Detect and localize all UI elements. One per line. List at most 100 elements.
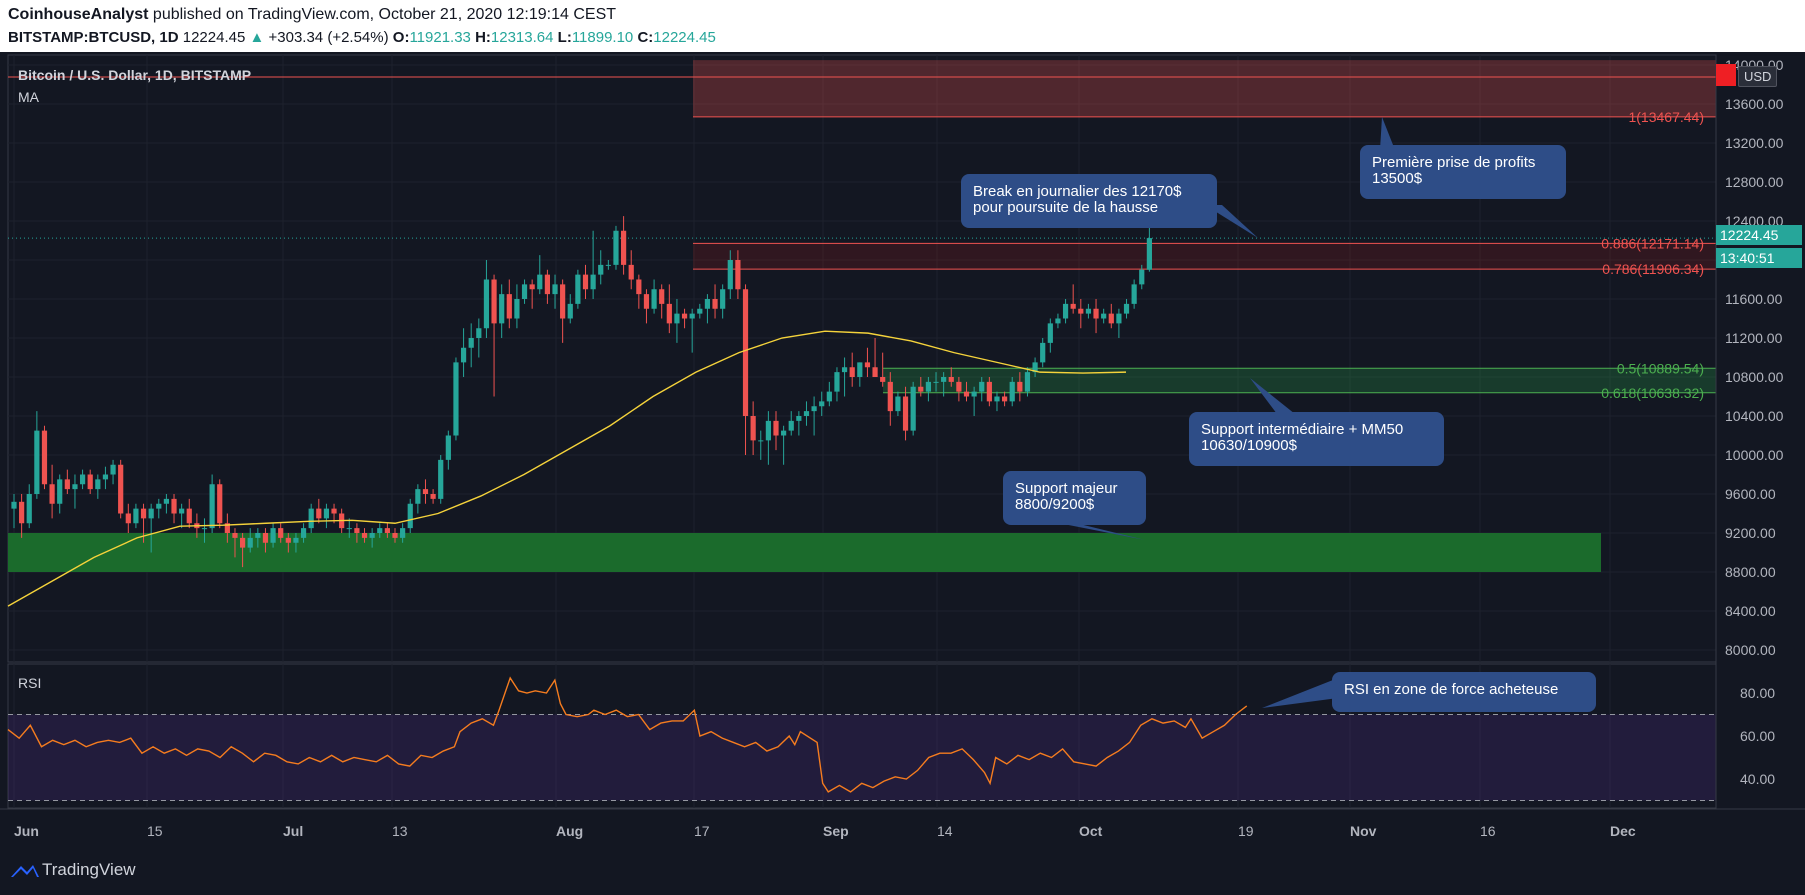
candle-body bbox=[34, 430, 40, 494]
low-label: L: bbox=[557, 29, 572, 46]
candle-body bbox=[1009, 381, 1015, 402]
candle-body bbox=[659, 289, 665, 304]
candle-body bbox=[781, 430, 787, 436]
currency-badge[interactable]: USD bbox=[1738, 66, 1778, 87]
candle-body bbox=[1101, 313, 1107, 319]
candle-body bbox=[87, 474, 93, 490]
symbol-label: BITSTAMP:BTCUSD, 1D bbox=[8, 29, 179, 46]
candle-body bbox=[613, 230, 619, 265]
fib-zone bbox=[693, 243, 1716, 270]
published-text: published on TradingView.com, October 21… bbox=[152, 6, 617, 23]
candle-body bbox=[201, 528, 208, 530]
zones bbox=[8, 60, 1716, 572]
candle-body bbox=[1093, 308, 1099, 319]
candle-body bbox=[1055, 318, 1061, 324]
pointer-rsi bbox=[1262, 678, 1338, 708]
tradingview-brand[interactable]: TradingView bbox=[42, 860, 136, 879]
candle-body bbox=[994, 396, 1000, 402]
callout-major-support: Support majeur 8800/9200$ bbox=[1003, 471, 1146, 525]
ma50-line bbox=[7, 330, 1127, 607]
pointer-break bbox=[1205, 205, 1258, 238]
candle-body bbox=[308, 508, 314, 529]
candle-body bbox=[232, 533, 238, 538]
candle-body bbox=[384, 528, 390, 533]
candle-body bbox=[651, 289, 657, 309]
candle-body bbox=[26, 494, 32, 524]
candle-body bbox=[346, 528, 352, 530]
candle-body bbox=[270, 528, 276, 543]
candle-body bbox=[963, 391, 970, 397]
candle-body bbox=[148, 508, 154, 519]
y-tick-label: 8400.00 bbox=[1725, 603, 1776, 619]
candle-body bbox=[278, 528, 284, 538]
candle-body bbox=[1078, 308, 1084, 314]
candle-body bbox=[674, 313, 680, 324]
candle-body bbox=[880, 377, 886, 382]
candle-body bbox=[460, 347, 467, 363]
candle-body bbox=[971, 391, 977, 397]
pointer-major bbox=[1043, 520, 1145, 540]
candle-body bbox=[803, 411, 810, 416]
y-tick-label: 10000.00 bbox=[1725, 447, 1784, 463]
candle-body bbox=[1032, 362, 1038, 373]
candle-body bbox=[720, 289, 726, 309]
candle-body bbox=[262, 533, 269, 543]
candle-body bbox=[499, 294, 505, 324]
candle-body bbox=[1002, 396, 1008, 402]
candle-body bbox=[224, 523, 230, 533]
candle-body bbox=[506, 294, 512, 319]
candle-body bbox=[41, 430, 48, 485]
callout-pointers bbox=[1043, 117, 1395, 708]
rsi-legend[interactable]: RSI bbox=[18, 675, 42, 691]
candle-body bbox=[1085, 308, 1092, 314]
candle-body bbox=[697, 308, 703, 314]
candle-body bbox=[361, 533, 368, 538]
rsi-line bbox=[7, 676, 1248, 793]
publisher-name[interactable]: CoinhouseAnalyst bbox=[8, 6, 149, 23]
candle-body bbox=[681, 313, 688, 319]
rsi-tick-label: 60.00 bbox=[1740, 728, 1775, 744]
y-tick-label: 12800.00 bbox=[1725, 174, 1784, 190]
candle-body bbox=[1146, 238, 1152, 270]
candle-body bbox=[171, 498, 177, 514]
candle-body bbox=[133, 508, 139, 524]
candle-body bbox=[255, 533, 261, 538]
candle-body bbox=[300, 528, 307, 538]
candle-body bbox=[11, 501, 17, 509]
rsi-band bbox=[8, 714, 1716, 801]
tradingview-logo-icon bbox=[11, 865, 39, 877]
x-tick-label: Dec bbox=[1610, 823, 1636, 839]
top-level-tag bbox=[1716, 64, 1736, 86]
ma-legend[interactable]: MA bbox=[18, 89, 39, 105]
candle-body bbox=[811, 406, 817, 412]
candle-body bbox=[788, 420, 794, 431]
y-tick-label: 9600.00 bbox=[1725, 486, 1776, 502]
candle-body bbox=[750, 416, 756, 441]
candle-body bbox=[285, 537, 291, 543]
y-tick-label: 8800.00 bbox=[1725, 564, 1776, 580]
candle-body bbox=[415, 489, 421, 504]
candle-body bbox=[1017, 381, 1023, 392]
candle-body bbox=[560, 284, 566, 319]
callout-profit: Première prise de profits 13500$ bbox=[1360, 145, 1566, 199]
candle-body bbox=[407, 503, 413, 529]
candle-body bbox=[468, 338, 474, 348]
close-value: 12224.45 bbox=[653, 29, 716, 46]
rsi-tick-label: 40.00 bbox=[1740, 771, 1775, 787]
candle-body bbox=[125, 513, 131, 524]
up-arrow-icon: ▲ bbox=[249, 29, 265, 46]
candle-body bbox=[941, 377, 947, 382]
candle-body bbox=[864, 362, 871, 368]
candle-body bbox=[621, 230, 627, 265]
candle-body bbox=[544, 274, 550, 295]
candle-body bbox=[712, 299, 718, 309]
y-tick-label: 10800.00 bbox=[1725, 369, 1784, 385]
chart-legend-title: Bitcoin / U.S. Dollar, 1D, BITSTAMP bbox=[18, 67, 252, 83]
x-tick-label: Aug bbox=[556, 823, 583, 839]
candle-body bbox=[514, 299, 520, 319]
fib-level-label: 0.618(10638.32) bbox=[1601, 385, 1704, 401]
candle-body bbox=[19, 501, 25, 524]
rsi-pane bbox=[7, 676, 1716, 801]
fib-level-label: 0.886(12171.14) bbox=[1601, 235, 1704, 251]
